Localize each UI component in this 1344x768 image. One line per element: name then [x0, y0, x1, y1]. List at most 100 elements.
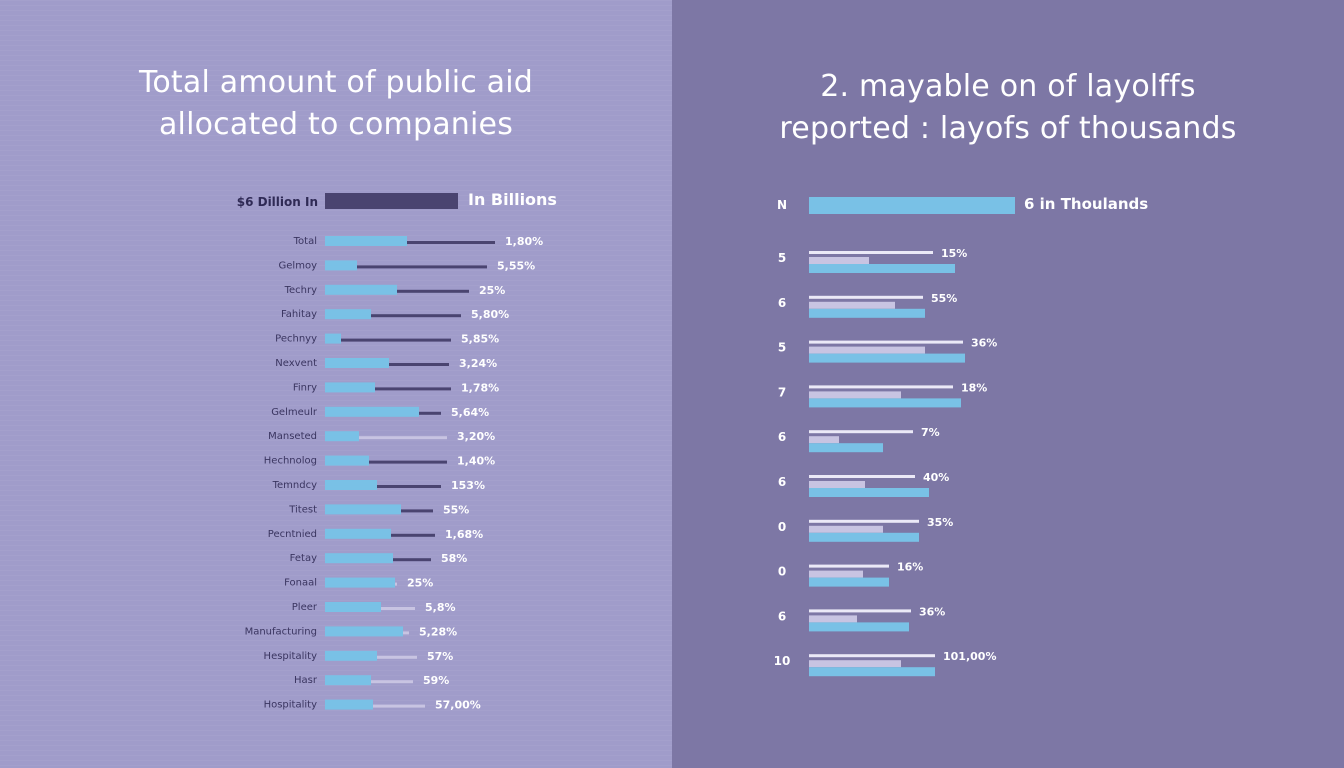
left-value-label: 55% — [443, 503, 469, 516]
left-value-label: 25% — [479, 284, 505, 297]
left-bar-value — [325, 626, 403, 637]
left-bar-value — [325, 602, 381, 612]
left-bar-value — [325, 650, 377, 661]
left-value-label: 1,40% — [457, 455, 495, 468]
left-legend-right-text: In Billions — [468, 190, 557, 209]
right-value-label: 16% — [897, 561, 923, 574]
left-bar-value — [325, 480, 377, 490]
right-bar-mid — [809, 525, 883, 533]
right-bar-value — [809, 353, 965, 363]
right-bar-outline — [809, 385, 953, 389]
right-legend-right-text: 6 in Thoulands — [1024, 195, 1148, 213]
right-bar-outline — [809, 609, 911, 613]
left-value-label: 5,80% — [471, 308, 509, 321]
right-category-label: 6 — [778, 609, 786, 623]
left-bar-value — [325, 504, 401, 515]
right-title-line-2: reported : layofs of thousands — [779, 111, 1237, 146]
left-value-label: 5,28% — [419, 625, 457, 638]
left-category-label: Nexvent — [275, 358, 317, 369]
left-category-label: Gelmeulr — [271, 407, 318, 418]
right-bar-mid — [809, 660, 901, 668]
right-bar-outline — [809, 519, 919, 523]
left-category-label: Techry — [284, 285, 318, 296]
right-bar-value — [809, 264, 955, 273]
left-category-label: Hospitality — [264, 700, 318, 711]
left-value-label: 25% — [407, 577, 433, 590]
right-bar-outline — [809, 295, 923, 299]
right-bar-mid — [809, 346, 925, 354]
left-value-label: 57% — [427, 650, 453, 663]
left-bar-value — [325, 455, 369, 466]
left-value-label: 58% — [441, 552, 467, 565]
left-bar-total — [325, 387, 451, 391]
left-bar-value — [325, 431, 359, 442]
right-bar-value — [809, 398, 961, 408]
right-bar-mid — [809, 570, 863, 578]
left-bar-value — [325, 382, 375, 393]
right-value-label: 36% — [971, 337, 997, 350]
left-category-label: Hechnolog — [264, 456, 317, 467]
right-bar-mid — [809, 615, 857, 623]
right-category-label: 5 — [778, 341, 786, 355]
left-value-label: 59% — [423, 674, 449, 687]
left-chart-title: Total amount of public aid allocated to … — [0, 62, 672, 146]
right-category-label: 6 — [778, 296, 786, 310]
left-bar-value — [325, 236, 407, 246]
left-bar-total — [325, 314, 461, 318]
left-category-label: Gelmoy — [279, 260, 318, 271]
right-bar-outline — [809, 654, 935, 658]
right-title-line-1: 2. mayable on of layolffs — [820, 69, 1196, 104]
right-legend-left-text: N — [777, 198, 787, 212]
right-legend-swatch — [809, 197, 1015, 214]
left-bar-value — [325, 406, 419, 417]
left-category-label: Finry — [293, 382, 317, 393]
left-value-label: 57,00% — [435, 699, 481, 712]
left-bar-total — [325, 265, 487, 269]
left-title-line-2: allocated to companies — [158, 107, 514, 142]
left-category-label: Pechnyy — [275, 334, 317, 345]
left-bar-total — [325, 485, 441, 488]
left-value-label: 153% — [451, 479, 485, 492]
left-bar-total — [325, 704, 425, 708]
left-value-label: 1,68% — [445, 528, 483, 541]
left-title-line-1: Total amount of public aid — [138, 65, 534, 100]
left-bar-total — [325, 241, 495, 244]
right-bar-mid — [809, 257, 869, 264]
left-category-label: Hespitality — [264, 651, 318, 662]
left-bar-value — [325, 699, 373, 710]
right-chart-panel: 2. mayable on of layolffs reported : lay… — [672, 0, 1344, 768]
left-category-label: Fahitay — [281, 309, 317, 320]
left-bar-value — [325, 260, 357, 271]
right-bar-outline — [809, 564, 889, 568]
left-value-label: 1,80% — [505, 235, 543, 248]
left-value-label: 5,55% — [497, 259, 535, 272]
right-bar-mid — [809, 436, 839, 444]
left-bar-total — [325, 436, 447, 440]
left-bar-value — [325, 358, 389, 368]
right-bar-outline — [809, 430, 913, 434]
right-value-label: 18% — [961, 381, 987, 394]
left-category-label: Fonaal — [284, 578, 317, 589]
right-value-label: 7% — [921, 426, 940, 439]
left-category-label: Manseted — [268, 431, 317, 442]
left-category-label: Total — [293, 236, 317, 247]
right-bar-chart: N 6 in Thoulands 5 15% 6 55% 5 36% 7 18% 6 7% 6 40% 0 3… — [774, 195, 1148, 677]
left-bar-value — [325, 577, 395, 588]
right-bar-mid — [809, 391, 901, 399]
left-category-label: Titest — [288, 504, 317, 515]
right-category-label: 5 — [778, 251, 786, 265]
right-value-label: 35% — [927, 516, 953, 529]
left-bar-total — [325, 338, 451, 342]
right-category-label: 6 — [778, 430, 786, 444]
right-bar-value — [809, 532, 919, 542]
left-bar-value — [325, 528, 391, 539]
left-category-label: Temndcy — [272, 480, 317, 491]
left-bar-value — [325, 553, 393, 564]
right-value-label: 40% — [923, 471, 949, 484]
right-category-label: 0 — [778, 520, 786, 534]
right-category-label: 0 — [778, 565, 786, 579]
right-value-label: 101,00% — [943, 650, 996, 663]
left-category-label: Fetay — [290, 553, 317, 564]
right-bar-value — [809, 488, 929, 497]
right-category-label: 6 — [778, 475, 786, 489]
